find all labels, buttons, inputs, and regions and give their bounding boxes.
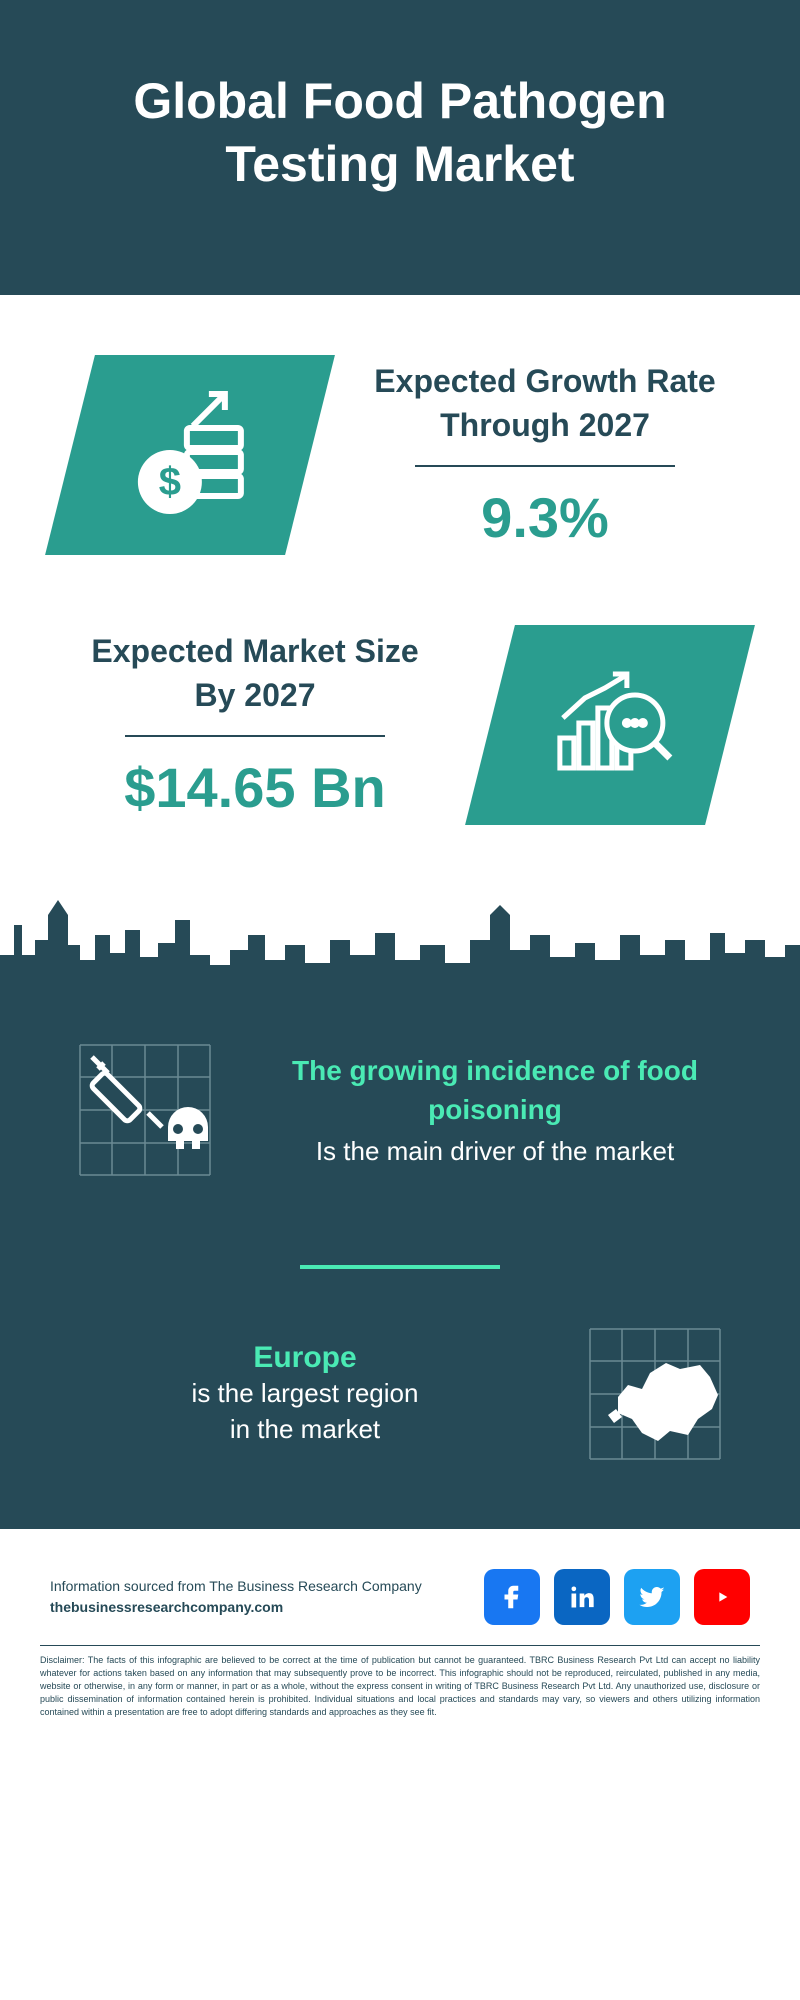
region-row: Europe is the largest region in the mark… <box>70 1319 730 1469</box>
chart-magnify-icon <box>535 648 685 803</box>
region-text: Europe is the largest region in the mark… <box>70 1341 540 1448</box>
driver-highlight: The growing incidence of food poisoning <box>260 1051 730 1129</box>
driver-row: The growing incidence of food poisoning … <box>70 1005 730 1235</box>
stat-growth-row: $ Expected Growth Rate Through 2027 9.3% <box>0 295 800 595</box>
disclaimer-text: Disclaimer: The facts of this infographi… <box>40 1654 760 1719</box>
dollar-growth-icon: $ <box>115 378 265 533</box>
size-stat-text: Expected Market Size By 2027 $14.65 Bn <box>70 630 440 819</box>
europe-map-icon <box>580 1319 730 1469</box>
skyline-graphic <box>0 885 800 1005</box>
header-banner: Global Food Pathogen Testing Market <box>0 0 800 295</box>
linkedin-icon[interactable] <box>554 1569 610 1625</box>
facebook-icon[interactable] <box>484 1569 540 1625</box>
divider <box>125 735 385 737</box>
driver-text: The growing incidence of food poisoning … <box>260 1051 730 1170</box>
syringe-skull-icon <box>70 1035 220 1185</box>
youtube-icon[interactable] <box>694 1569 750 1625</box>
footer-url: thebusinessresearchcompany.com <box>50 1597 422 1618</box>
footer-text: Information sourced from The Business Re… <box>50 1576 422 1618</box>
growth-value: 9.3% <box>360 485 730 550</box>
disclaimer-section: Disclaimer: The facts of this infographi… <box>0 1645 800 1749</box>
size-value: $14.65 Bn <box>70 755 440 820</box>
growth-icon-card: $ <box>45 355 335 555</box>
separator-line <box>300 1265 500 1269</box>
svg-text:$: $ <box>159 460 181 504</box>
growth-stat-text: Expected Growth Rate Through 2027 9.3% <box>360 360 730 549</box>
divider <box>415 465 675 467</box>
region-sub-1: is the largest region <box>70 1375 540 1411</box>
page-title: Global Food Pathogen Testing Market <box>60 70 740 195</box>
footer: Information sourced from The Business Re… <box>0 1529 800 1645</box>
stat-size-row: Expected Market Size By 2027 $14.65 Bn <box>0 595 800 885</box>
social-icons <box>484 1569 750 1625</box>
region-sub-2: in the market <box>70 1411 540 1447</box>
size-label: Expected Market Size By 2027 <box>70 630 440 734</box>
disclaimer-divider <box>40 1645 760 1646</box>
growth-label: Expected Growth Rate Through 2027 <box>360 360 730 464</box>
driver-sub: Is the main driver of the market <box>260 1133 730 1169</box>
region-highlight: Europe <box>70 1341 540 1375</box>
footer-source: Information sourced from The Business Re… <box>50 1576 422 1597</box>
twitter-icon[interactable] <box>624 1569 680 1625</box>
size-icon-card <box>465 625 755 825</box>
dark-info-section: The growing incidence of food poisoning … <box>0 1005 800 1529</box>
